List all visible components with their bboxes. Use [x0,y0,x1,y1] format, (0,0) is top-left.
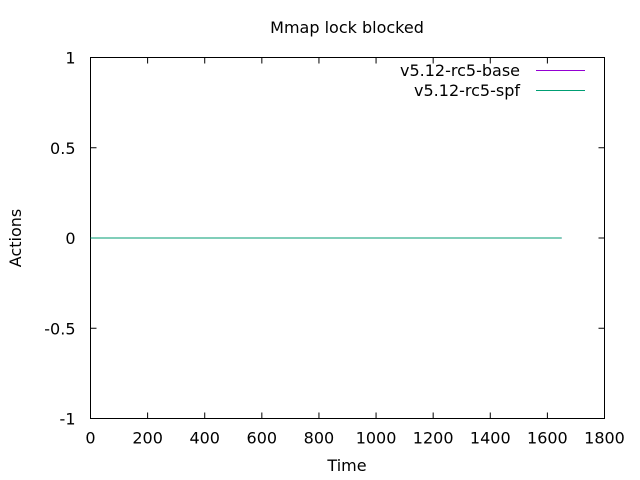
x-tick-label: 1000 [356,429,397,448]
y-axis-label: Actions [6,209,25,267]
x-tick-label: 1400 [470,429,511,448]
x-tick-label: 1600 [527,429,568,448]
x-tick-label: 800 [304,429,335,448]
legend-label-1: v5.12-rc5-base [400,61,520,80]
y-tick-label: -1 [60,410,76,429]
legend-label-2: v5.12-rc5-spf [414,81,520,100]
x-axis-label: Time [326,456,366,475]
x-tick-label: 400 [189,429,220,448]
x-axis: 0 200 400 600 800 1000 1200 1400 1600 1800 [85,57,625,448]
x-tick-label: 0 [85,429,95,448]
chart-title: Mmap lock blocked [270,18,424,37]
x-tick-label: 200 [132,429,163,448]
y-tick-label: -0.5 [44,319,75,338]
y-axis: -1 -0.5 0 0.5 1 [44,49,605,429]
y-tick-label: 1 [65,49,75,68]
y-tick-label: 0 [65,229,75,248]
y-tick-label: 0.5 [50,139,75,158]
x-tick-label: 1800 [584,429,625,448]
x-tick-label: 1200 [413,429,454,448]
x-tick-label: 600 [247,429,278,448]
